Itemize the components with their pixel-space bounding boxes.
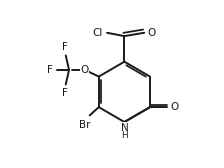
Text: F: F — [62, 42, 68, 52]
Text: O: O — [171, 102, 179, 112]
Text: Cl: Cl — [93, 28, 103, 38]
Text: Br: Br — [79, 119, 90, 130]
Text: O: O — [81, 65, 89, 75]
Text: F: F — [47, 65, 53, 75]
Text: F: F — [62, 88, 68, 98]
Text: N: N — [121, 123, 128, 133]
Text: H: H — [121, 131, 128, 140]
Text: O: O — [148, 28, 156, 38]
